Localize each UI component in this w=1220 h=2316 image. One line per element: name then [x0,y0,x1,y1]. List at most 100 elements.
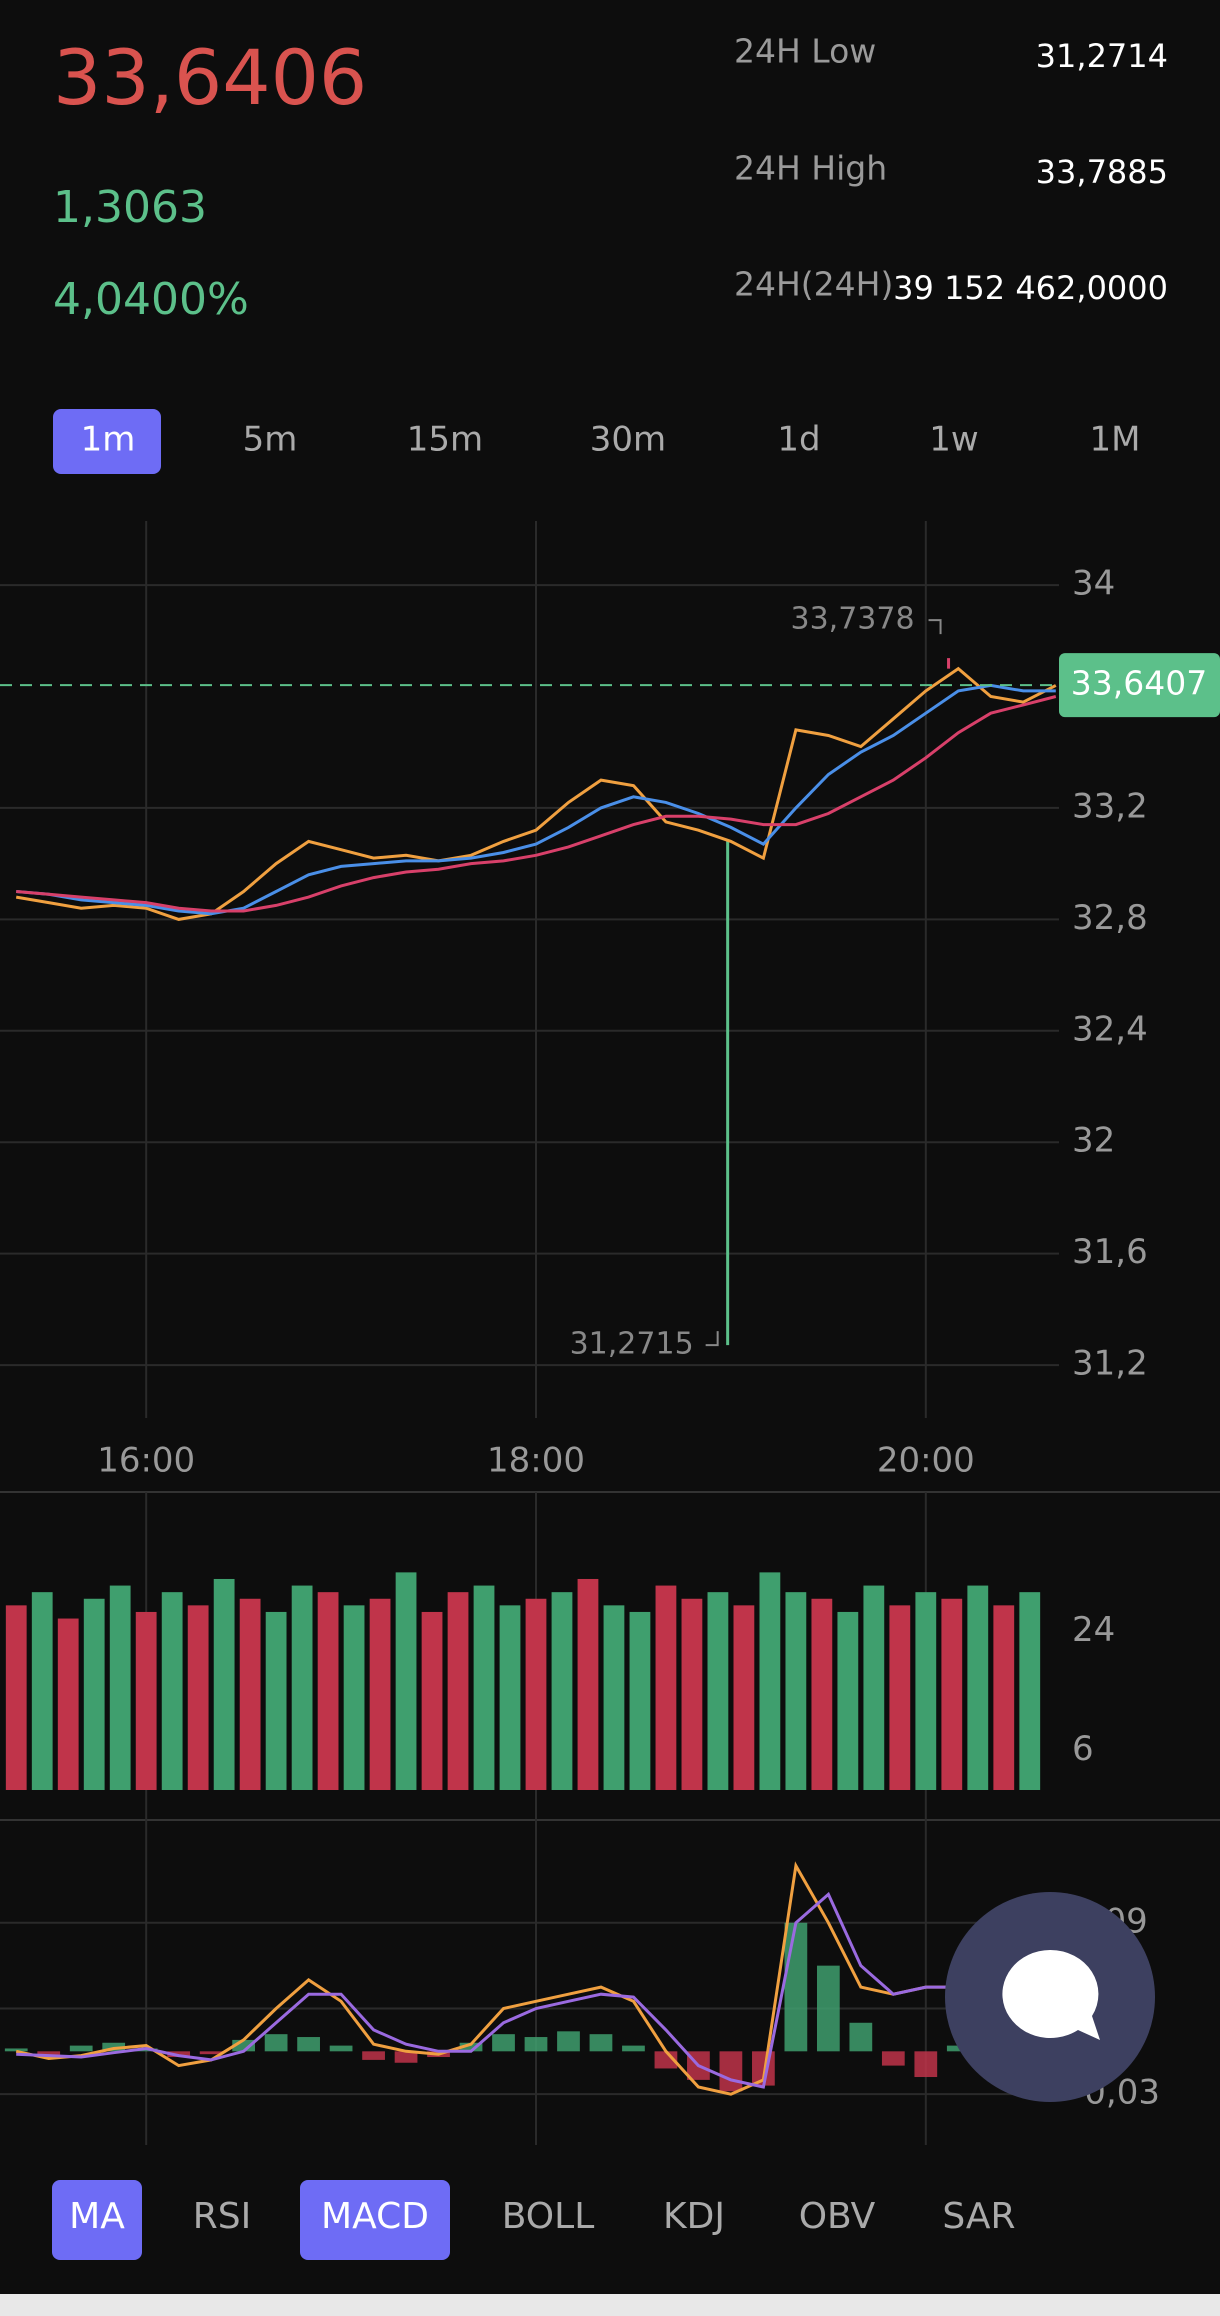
indicator-tab[interactable]: MA [69,2196,125,2237]
volume-bar [187,1605,209,1790]
current-price-label: 33,6407 [1071,664,1207,703]
macd-histogram-bar [557,2031,580,2052]
indicator-line [16,1891,1057,2089]
price-change-percent: 4,0400% [53,274,249,325]
x-tick-label: 20:00 [877,1441,975,1481]
macd-histogram-bar [946,2045,970,2052]
macd-histogram-bar [37,2051,61,2056]
volume-bar [83,1598,105,1790]
indicator-tab[interactable]: RSI [193,2196,251,2237]
volume-bar [499,1605,521,1790]
macd-histogram-bar [394,2051,418,2063]
indicator-active-bg [300,2180,450,2260]
indicator-line [16,683,1056,916]
extreme-pointer [705,1331,719,1347]
volume-bar [733,1605,755,1790]
timeframe-tab[interactable]: 30m [590,420,666,460]
indicator-active-bg [52,2180,142,2260]
volume-bar [863,1585,885,1790]
volume-bar [291,1585,313,1790]
volume-bar [369,1598,391,1790]
timeframe-tab[interactable]: 1m [81,420,136,460]
timeframe-tab[interactable]: 15m [407,420,483,460]
macd-histogram-bar [4,2048,28,2052]
stat-label: 24H Low [734,32,876,71]
volume-bar [707,1592,729,1790]
macd-histogram-bar [264,2034,288,2052]
timeframe-tab[interactable]: 5m [243,420,298,460]
extreme-label: 31,2715 [570,1327,694,1362]
stat-label: 24H High [734,149,887,188]
volume-bar [785,1592,807,1790]
y-tick-label: 32 [1072,1121,1115,1161]
indicator-tab[interactable]: BOLL [502,2196,595,2237]
y-tick-label: 34 [1072,564,1115,604]
volume-bar [317,1592,339,1790]
macd-histogram-bar [784,1922,808,2052]
indicator-line [15,1861,1057,2096]
macd-histogram-bar [362,2051,385,2060]
indicator-tab[interactable]: SAR [942,2196,1015,2237]
indicator-tab[interactable]: OBV [799,2196,876,2237]
volume-bar [759,1572,781,1790]
macd-histogram-bar [816,1965,840,2052]
volume-bar [57,1618,79,1790]
macd-histogram-bar [69,2045,93,2052]
volume-bar [239,1598,261,1790]
last-price: 33,6406 [53,33,367,122]
volume-bar [161,1592,183,1790]
chat-icon [1002,1949,1100,2040]
volume-bar [1019,1592,1041,1790]
indicator-line [16,695,1057,913]
stat-value: 39 152 462,0000 [893,269,1168,307]
macd-histogram-bar [524,2037,548,2052]
y-tick-label: 32,8 [1072,898,1148,938]
volume-bar [603,1605,625,1790]
x-tick-label: 18:00 [487,1441,585,1481]
timeframe-active-bg [53,409,161,474]
volume-bar [109,1585,131,1790]
volume-bar [915,1592,937,1790]
macd-histogram-bar [459,2042,483,2052]
macd-histogram-bar [719,2051,743,2092]
indicator-tab[interactable]: MACD [321,2196,429,2237]
y-tick-label: 33,2 [1072,786,1148,826]
volume-bar [941,1598,963,1790]
volume-bar [837,1611,859,1790]
volume-bar [577,1578,599,1790]
indicator-tab[interactable]: KDJ [663,2196,725,2237]
macd-histogram-bar [492,2034,515,2052]
volume-bar [629,1611,651,1790]
volume-bar [421,1611,443,1790]
volume-bar [967,1585,989,1790]
y-tick-label: 24 [1072,1610,1115,1650]
macd-histogram-bar [881,2051,905,2066]
macd-histogram-bar [849,2022,873,2052]
macd-histogram-bar [297,2037,320,2052]
volume-bar [343,1605,365,1790]
y-tick-label: 31,2 [1072,1344,1148,1384]
macd-histogram-bar [199,2051,223,2055]
stat-label: 24H(24H) [734,265,893,304]
timeframe-tab[interactable]: 1d [777,420,820,460]
macd-histogram-bar [589,2034,613,2052]
volume-bar [213,1578,235,1790]
volume-bar [993,1605,1015,1790]
volume-bar [473,1585,495,1790]
timeframe-tab[interactable]: 1w [929,420,978,460]
x-tick-label: 16:00 [97,1441,195,1481]
current-price-tag [1059,653,1220,718]
volume-bar [447,1592,469,1790]
stat-value: 33,7885 [1036,153,1168,191]
extreme-pointer [928,619,942,635]
extreme-label: 33,7378 [790,602,914,637]
macd-histogram-bar [622,2045,645,2052]
timeframe-tab[interactable]: 1M [1090,420,1141,460]
volume-bar [889,1605,911,1790]
macd-histogram-bar [329,2045,353,2052]
indicator-line [15,666,1057,921]
bottom-bar [0,2294,1220,2316]
y-tick-label: 32,4 [1072,1009,1148,1049]
volume-bar [31,1592,53,1790]
